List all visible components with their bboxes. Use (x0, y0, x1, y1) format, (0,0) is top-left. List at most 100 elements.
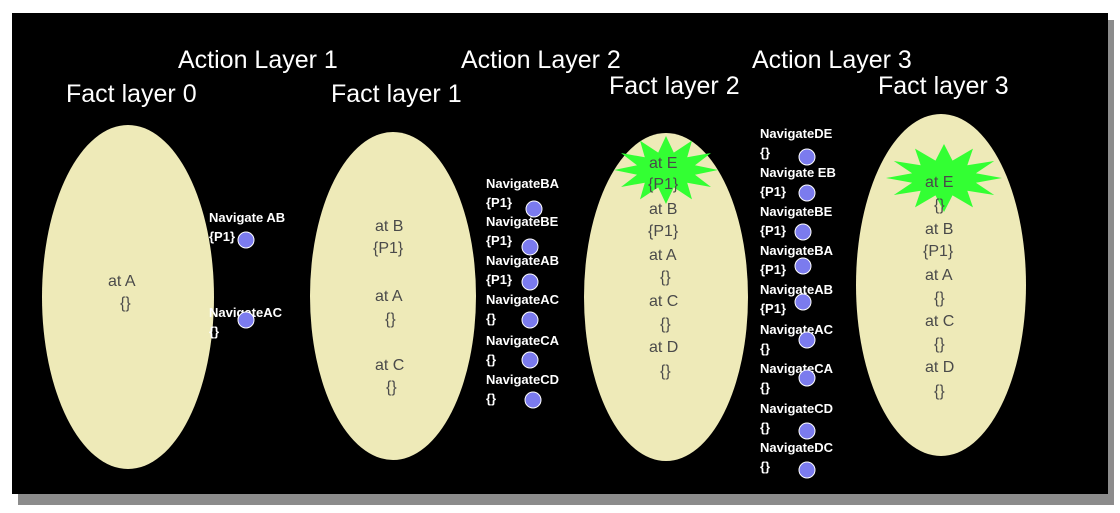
action-name: NavigateAC (486, 292, 560, 307)
action-a3CD: NavigateCD {} (760, 401, 833, 435)
fact-nodes: at A {} at B {P1} at A {} at C {} at E {… (108, 155, 954, 400)
fact-f3E: at E {} (925, 174, 953, 214)
action-a3DE: NavigateDE {} (760, 126, 833, 160)
fact-label: {P1} (648, 223, 679, 240)
action-label: {P1} (760, 223, 786, 238)
fact-name: at D (649, 339, 678, 356)
fact-name: at A (925, 267, 953, 284)
fact-name: at B (375, 218, 403, 235)
fact-label: {} (660, 316, 671, 333)
fact-label: {P1} (923, 243, 954, 260)
action-node-a1AC (237, 311, 255, 329)
action-name: Navigate EB (760, 165, 836, 180)
fact-name: at A (375, 288, 403, 305)
fact-f3D: at D {} (925, 359, 954, 400)
fact-f1C: at C {} (375, 357, 404, 396)
action-name: NavigateAB (486, 253, 559, 268)
action-label: {} (486, 352, 496, 367)
action-label: {} (760, 341, 770, 356)
action-node-a1AB (237, 231, 255, 249)
fact-name: at C (375, 357, 404, 374)
action-node-a2CA (521, 351, 539, 369)
fact-layer-0-title: Fact layer 0 (66, 80, 197, 108)
action-node-a3DE (798, 148, 816, 166)
action-name: NavigateBA (486, 176, 560, 191)
fact-f2A: at A {} (649, 247, 677, 286)
action-label: {} (760, 420, 770, 435)
action-a2CA: NavigateCA {} (486, 333, 560, 367)
fact-f1A: at A {} (375, 288, 403, 328)
action-label: {P1} (760, 184, 786, 199)
action-label: {P1} (209, 229, 235, 244)
action-node-a3AC (798, 331, 816, 349)
action-node-a2BE (521, 238, 539, 256)
fact-f1B: at B {P1} (373, 218, 404, 257)
fact-layer-3-title: Fact layer 3 (878, 72, 1009, 100)
fact-layer-2-title: Fact layer 2 (609, 72, 740, 100)
action-label: {} (760, 145, 770, 160)
action-a3EB: Navigate EB {P1} (760, 165, 836, 199)
fact-layer-0-ellipse (42, 125, 214, 469)
fact-name: at A (649, 247, 677, 264)
action-name: NavigateDE (760, 126, 833, 141)
fact-layer-3-ellipse (856, 114, 1026, 456)
action-a2BA: NavigateBA {P1} (486, 176, 560, 210)
action-name: NavigateBE (760, 204, 833, 219)
fact-f2D: at D {} (649, 339, 678, 380)
fact-layers (42, 114, 1026, 469)
fact-name: at A (108, 273, 136, 290)
fact-label: {} (385, 311, 396, 328)
action-node-a3AB (794, 293, 812, 311)
fact-name: at B (925, 221, 953, 238)
action-layer-3-title: Action Layer 3 (752, 46, 912, 74)
action-layer-2-title: Action Layer 2 (461, 46, 621, 74)
action-name: NavigateAB (760, 282, 833, 297)
fact-name: at D (925, 359, 954, 376)
fact-label: {P1} (648, 176, 679, 193)
action-a2AC: NavigateAC {} (486, 292, 560, 326)
layer-titles: Action Layer 1 Action Layer 2 Action Lay… (66, 46, 1009, 108)
fact-label: {} (934, 290, 945, 307)
action-a3BE: NavigateBE {P1} (760, 204, 833, 238)
action-label: {} (760, 459, 770, 474)
action-a2AB: NavigateAB {P1} (486, 253, 559, 287)
fact-layer-2-ellipse (584, 133, 748, 461)
action-node-a3CA (798, 369, 816, 387)
action-nodes: Navigate AB {P1} NavigateAC {} NavigateB… (209, 126, 836, 474)
fact-f3B: at B {P1} (923, 221, 954, 260)
action-node-a3BA (794, 257, 812, 275)
fact-label: {} (386, 379, 397, 396)
action-circles (237, 148, 816, 479)
fact-name: at C (649, 293, 678, 310)
action-node-a3CD (798, 422, 816, 440)
fact-layer-1-title: Fact layer 1 (331, 80, 462, 108)
action-name: NavigateBE (486, 214, 559, 229)
goal-burst-fact-layer-3 (886, 144, 1002, 212)
fact-name: at E (925, 174, 953, 191)
fact-f2C: at C {} (649, 293, 678, 333)
action-name: NavigateCA (760, 361, 834, 376)
action-name: NavigateCD (760, 401, 833, 416)
action-a2CD: NavigateCD {} (486, 372, 559, 406)
fact-f0A: at A {} (108, 273, 136, 312)
action-name: NavigateBA (760, 243, 834, 258)
action-label: {} (486, 311, 496, 326)
action-node-a3DC (798, 461, 816, 479)
fact-f2E: at E {P1} (648, 155, 679, 193)
fact-name: at B (649, 201, 677, 218)
fact-label: {P1} (373, 240, 404, 257)
fact-name: at E (649, 155, 677, 172)
action-label: {} (760, 380, 770, 395)
fact-f2B: at B {P1} (648, 201, 679, 240)
fact-f3C: at C {} (925, 313, 954, 353)
action-name: Navigate AB (209, 210, 285, 225)
action-label: {P1} (760, 301, 786, 316)
goal-burst-fact-layer-2 (614, 136, 718, 204)
action-node-a2CD (524, 391, 542, 409)
action-label: {P1} (486, 272, 512, 287)
action-node-a3BE (794, 223, 812, 241)
action-a3DC: NavigateDC {} (760, 440, 834, 474)
fact-label: {} (934, 336, 945, 353)
fact-label: {} (934, 383, 945, 400)
